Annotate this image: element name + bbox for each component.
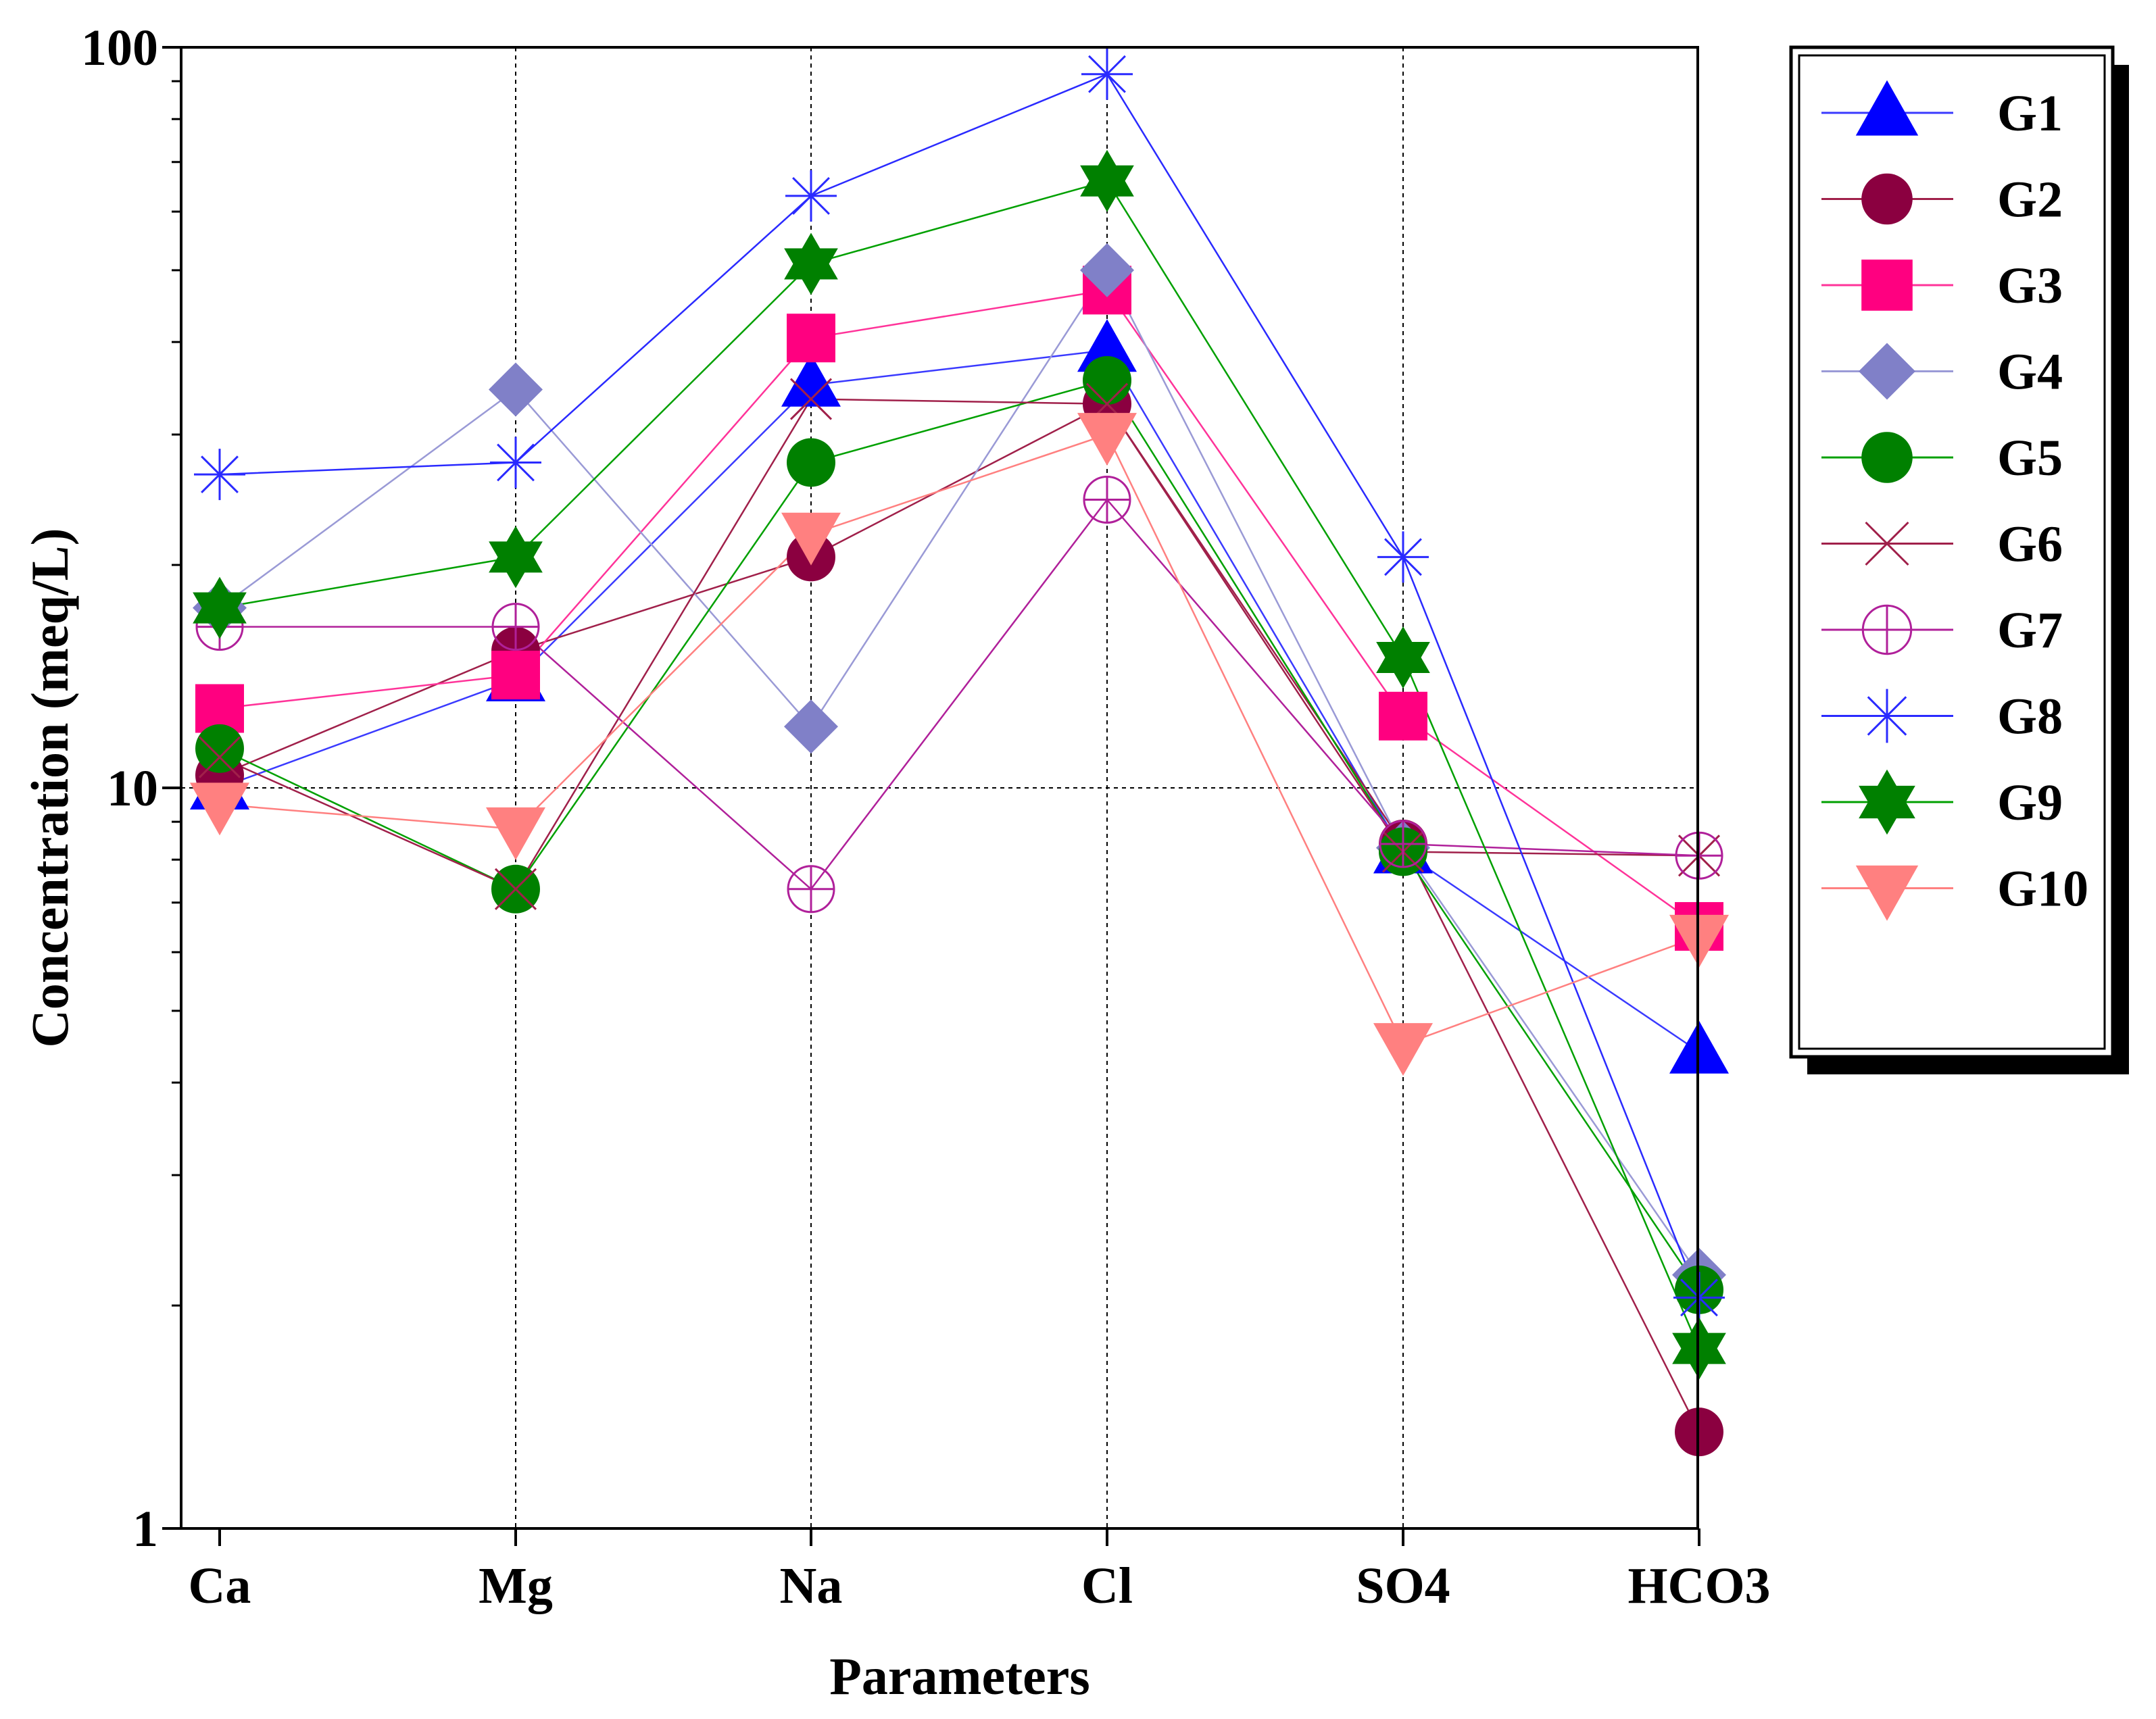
series-lines [219, 73, 1700, 1432]
data-point-g3 [1379, 691, 1427, 741]
data-point-g10 [486, 807, 545, 860]
data-point-g4 [784, 699, 838, 754]
legend-marker [1859, 343, 1915, 400]
legend-label: G2 [1997, 172, 2063, 228]
x-axis-title: Parameters [829, 1647, 1089, 1705]
series-line-g9 [219, 180, 1700, 1349]
grid-lines [181, 47, 1698, 1528]
data-point-g9 [193, 576, 247, 639]
data-point-g8 [1081, 48, 1133, 100]
y-tick-label: 1 [132, 1501, 158, 1558]
data-point-g10 [190, 782, 249, 836]
data-point-g5 [1083, 355, 1131, 405]
data-point-g8 [1377, 531, 1429, 583]
data-point-g10 [1373, 1023, 1433, 1076]
data-point-g7 [787, 865, 835, 914]
legend-label: G8 [1997, 689, 2063, 745]
x-tick-label: Mg [479, 1558, 553, 1614]
series-line-g3 [219, 289, 1700, 928]
legend-label: G7 [1997, 602, 2063, 659]
series-line-g1 [219, 349, 1700, 1053]
x-tick-label: Ca [189, 1558, 251, 1614]
data-point-g6 [198, 736, 241, 778]
legend-label: G9 [1997, 774, 2063, 831]
series-markers [190, 48, 1729, 1457]
data-point-g10 [781, 512, 841, 566]
x-tick-label: Cl [1081, 1558, 1133, 1614]
data-point-g7 [1379, 820, 1427, 868]
data-point-g6 [789, 378, 833, 420]
data-point-g4 [1080, 243, 1134, 297]
legend-label: G3 [1997, 257, 2063, 314]
series-line-g6 [219, 398, 1700, 891]
legend-marker [1861, 604, 1913, 655]
data-point-g5 [787, 438, 835, 487]
series-line-g4 [219, 268, 1700, 1276]
data-point-g8 [194, 449, 245, 501]
data-point-g5 [195, 724, 244, 773]
legend-marker [1860, 689, 1914, 743]
legend-inner-border [1798, 54, 2106, 1050]
legend-marker [1855, 865, 1919, 921]
data-point-g1 [781, 353, 841, 407]
data-point-g3 [491, 651, 540, 700]
series-line-g10 [219, 433, 1700, 1046]
legend-label: G1 [1997, 85, 2063, 142]
series-line-g7 [220, 498, 1700, 891]
x-tick-label: HCO3 [1627, 1558, 1770, 1614]
y-axis-title: Concentration (meq/L) [20, 528, 79, 1047]
data-point-g1 [1077, 319, 1137, 372]
legend-label: G6 [1997, 516, 2063, 573]
legend-label: G4 [1997, 344, 2063, 401]
data-point-g8 [785, 170, 837, 222]
legend-marker [1861, 259, 1913, 311]
series-line-g8 [219, 73, 1700, 1298]
legend-marker [1865, 521, 1909, 566]
x-tick-label: Na [780, 1558, 843, 1614]
legend-label: G5 [1997, 430, 2063, 487]
axes: 1 10 100 Ca Mg Na Cl SO4 HCO3 [81, 20, 1771, 1614]
data-point-g7 [491, 603, 540, 651]
data-point-g10 [1077, 413, 1137, 466]
legend-marker [1861, 432, 1913, 483]
data-point-g7 [1083, 475, 1131, 524]
legend-marker [1861, 173, 1913, 225]
series-line-g2 [219, 403, 1700, 1432]
legend: G1 G2 G3 G4 G5 G6 G7 G8 G9 G10 [1789, 45, 2129, 1074]
data-point-g4 [489, 362, 543, 417]
data-point-g9 [489, 526, 543, 589]
x-tick-label: SO4 [1356, 1558, 1450, 1614]
legend-marker [1855, 80, 1919, 136]
data-point-g9 [784, 232, 838, 295]
data-point-g3 [787, 314, 835, 363]
data-point-g9 [1376, 626, 1430, 689]
data-point-g6 [494, 868, 537, 910]
legend-marker [1859, 769, 1915, 835]
y-tick-label: 100 [81, 20, 158, 76]
data-point-g8 [490, 437, 541, 489]
data-point-g9 [1080, 149, 1134, 212]
legend-label: G10 [1997, 861, 2088, 918]
y-tick-label: 10 [107, 760, 158, 817]
series-line-g5 [219, 379, 1700, 1291]
